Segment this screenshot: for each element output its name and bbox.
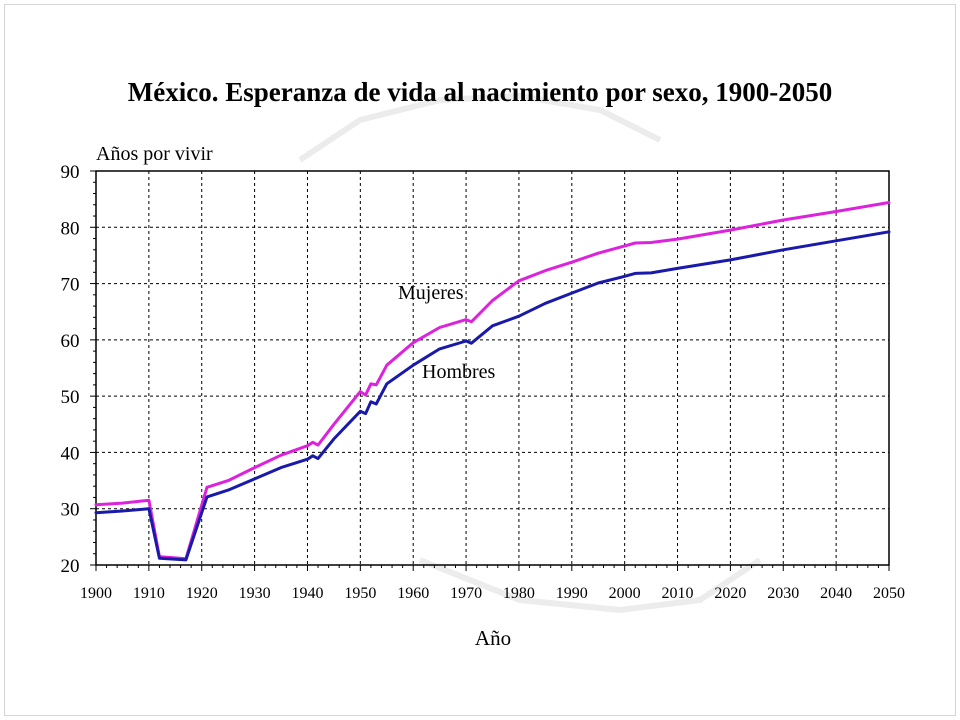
y-tick-label: 50 [61,387,80,408]
x-tick-label: 2010 [662,585,694,602]
watermark [298,92,762,614]
x-tick-label: 1980 [503,585,535,602]
x-tick-label: 1990 [556,585,588,602]
annotation-hombres: Hombres [422,361,496,383]
chart-title: México. Esperanza de vida al nacimiento … [128,77,832,107]
y-tick-label: 30 [61,500,80,521]
x-tick-label: 1930 [239,585,271,602]
x-tick-label: 1910 [133,585,165,602]
series-line-mujeres [94,201,891,561]
x-tick-label: 1940 [291,585,323,602]
y-tick-label: 70 [61,275,80,296]
x-axis-label: Año [475,626,511,650]
grid-lines [96,171,889,565]
x-tick-label: 2050 [873,585,905,602]
y-axis-label: Años por vivir [96,143,213,165]
x-tick-label: 2020 [714,585,746,602]
plot-border [95,170,890,566]
x-tick-label: 2040 [820,585,852,602]
y-tick-label: 80 [61,218,80,239]
y-tick-label: 20 [61,556,80,577]
y-tick-label: 40 [61,443,80,464]
x-tick-label: 1970 [450,585,482,602]
y-axis: 20 30 40 50 60 70 80 90 [61,162,96,577]
x-tick-label: 2000 [609,585,641,602]
y-tick-label: 60 [61,331,80,352]
series-line-hombres [94,230,891,562]
x-tick-label: 1960 [397,585,429,602]
x-tick-label: 1920 [186,585,218,602]
annotation-mujeres: Mujeres [398,282,464,304]
x-tick-label: 1950 [344,585,376,602]
series-lines [94,201,891,562]
y-tick-label: 90 [61,162,80,183]
x-axis: 1900 1910 1920 1930 1940 1950 1960 1970 1980 1990… [80,565,905,602]
x-tick-label: 1900 [80,585,112,602]
x-tick-label: 2030 [767,585,799,602]
slide-frame [4,4,956,716]
